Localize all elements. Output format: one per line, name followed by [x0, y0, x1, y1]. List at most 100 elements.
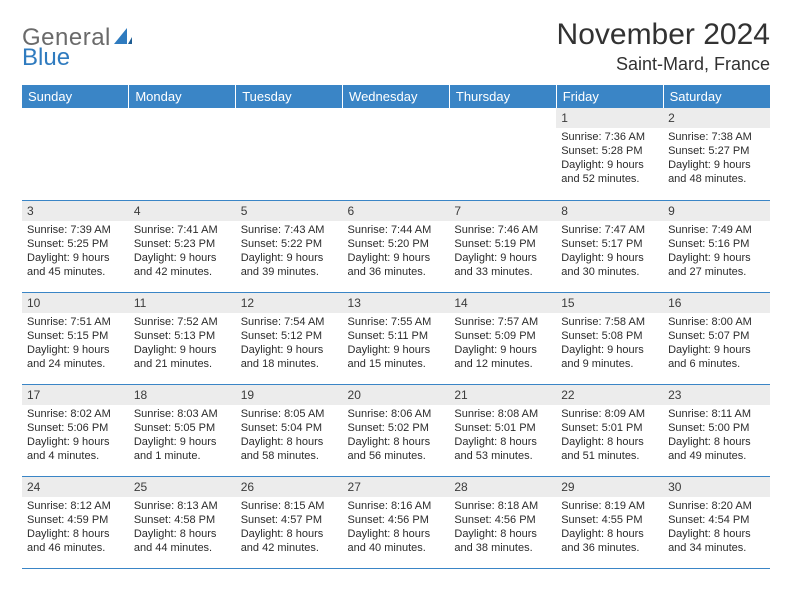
daylight-text: Daylight: 9 hours and 52 minutes. [561, 158, 658, 186]
day-number: 10 [22, 293, 129, 313]
sunrise-text: Sunrise: 8:13 AM [134, 499, 231, 513]
sunset-text: Sunset: 4:56 PM [348, 513, 445, 527]
day-details: Sunrise: 8:09 AMSunset: 5:01 PMDaylight:… [556, 405, 663, 463]
day-details: Sunrise: 8:02 AMSunset: 5:06 PMDaylight:… [22, 405, 129, 463]
sunrise-text: Sunrise: 7:39 AM [27, 223, 124, 237]
brand-part2: Blue [22, 44, 70, 72]
daylight-text: Daylight: 8 hours and 40 minutes. [348, 527, 445, 555]
calendar-cell: 30Sunrise: 8:20 AMSunset: 4:54 PMDayligh… [663, 476, 770, 568]
calendar-cell: 15Sunrise: 7:58 AMSunset: 5:08 PMDayligh… [556, 292, 663, 384]
sunrise-text: Sunrise: 7:36 AM [561, 130, 658, 144]
sunrise-text: Sunrise: 7:52 AM [134, 315, 231, 329]
daylight-text: Daylight: 9 hours and 24 minutes. [27, 343, 124, 371]
day-number: 13 [343, 293, 450, 313]
day-number: 27 [343, 477, 450, 497]
sunrise-text: Sunrise: 8:08 AM [454, 407, 551, 421]
sunset-text: Sunset: 5:28 PM [561, 144, 658, 158]
day-number: 22 [556, 385, 663, 405]
sail-icon [113, 24, 133, 52]
daylight-text: Daylight: 8 hours and 44 minutes. [134, 527, 231, 555]
sunrise-text: Sunrise: 7:49 AM [668, 223, 765, 237]
day-number: 20 [343, 385, 450, 405]
calendar-cell [236, 108, 343, 200]
daylight-text: Daylight: 9 hours and 15 minutes. [348, 343, 445, 371]
sunrise-text: Sunrise: 7:55 AM [348, 315, 445, 329]
calendar-cell: 8Sunrise: 7:47 AMSunset: 5:17 PMDaylight… [556, 200, 663, 292]
sunset-text: Sunset: 5:16 PM [668, 237, 765, 251]
day-details: Sunrise: 8:11 AMSunset: 5:00 PMDaylight:… [663, 405, 770, 463]
day-number: 25 [129, 477, 236, 497]
title-block: November 2024 Saint-Mard, France [557, 18, 770, 75]
calendar-cell: 10Sunrise: 7:51 AMSunset: 5:15 PMDayligh… [22, 292, 129, 384]
sunset-text: Sunset: 5:11 PM [348, 329, 445, 343]
calendar-cell: 18Sunrise: 8:03 AMSunset: 5:05 PMDayligh… [129, 384, 236, 476]
day-header: Saturday [663, 85, 770, 108]
daylight-text: Daylight: 9 hours and 1 minute. [134, 435, 231, 463]
day-number: 12 [236, 293, 343, 313]
sunrise-text: Sunrise: 8:02 AM [27, 407, 124, 421]
day-header: Sunday [22, 85, 129, 108]
day-details: Sunrise: 8:08 AMSunset: 5:01 PMDaylight:… [449, 405, 556, 463]
calendar-cell: 27Sunrise: 8:16 AMSunset: 4:56 PMDayligh… [343, 476, 450, 568]
calendar-row: 3Sunrise: 7:39 AMSunset: 5:25 PMDaylight… [22, 200, 770, 292]
day-details: Sunrise: 7:41 AMSunset: 5:23 PMDaylight:… [129, 221, 236, 279]
calendar-cell: 22Sunrise: 8:09 AMSunset: 5:01 PMDayligh… [556, 384, 663, 476]
calendar-cell: 26Sunrise: 8:15 AMSunset: 4:57 PMDayligh… [236, 476, 343, 568]
daylight-text: Daylight: 9 hours and 6 minutes. [668, 343, 765, 371]
daylight-text: Daylight: 9 hours and 27 minutes. [668, 251, 765, 279]
day-details: Sunrise: 8:19 AMSunset: 4:55 PMDaylight:… [556, 497, 663, 555]
day-details: Sunrise: 8:03 AMSunset: 5:05 PMDaylight:… [129, 405, 236, 463]
daylight-text: Daylight: 8 hours and 51 minutes. [561, 435, 658, 463]
day-header: Thursday [449, 85, 556, 108]
sunset-text: Sunset: 5:20 PM [348, 237, 445, 251]
day-number: 9 [663, 201, 770, 221]
day-number: 16 [663, 293, 770, 313]
day-details: Sunrise: 7:46 AMSunset: 5:19 PMDaylight:… [449, 221, 556, 279]
sunrise-text: Sunrise: 8:19 AM [561, 499, 658, 513]
sunrise-text: Sunrise: 7:44 AM [348, 223, 445, 237]
day-number: 3 [22, 201, 129, 221]
sunset-text: Sunset: 5:05 PM [134, 421, 231, 435]
sunset-text: Sunset: 5:23 PM [134, 237, 231, 251]
daylight-text: Daylight: 9 hours and 36 minutes. [348, 251, 445, 279]
daylight-text: Daylight: 9 hours and 33 minutes. [454, 251, 551, 279]
day-details: Sunrise: 7:51 AMSunset: 5:15 PMDaylight:… [22, 313, 129, 371]
day-number: 14 [449, 293, 556, 313]
location: Saint-Mard, France [557, 54, 770, 75]
calendar-cell [129, 108, 236, 200]
sunrise-text: Sunrise: 8:11 AM [668, 407, 765, 421]
sunrise-text: Sunrise: 7:47 AM [561, 223, 658, 237]
sunrise-text: Sunrise: 8:09 AM [561, 407, 658, 421]
daylight-text: Daylight: 9 hours and 39 minutes. [241, 251, 338, 279]
sunset-text: Sunset: 5:25 PM [27, 237, 124, 251]
day-details: Sunrise: 7:36 AMSunset: 5:28 PMDaylight:… [556, 128, 663, 186]
day-details: Sunrise: 7:43 AMSunset: 5:22 PMDaylight:… [236, 221, 343, 279]
day-number: 6 [343, 201, 450, 221]
calendar-cell: 20Sunrise: 8:06 AMSunset: 5:02 PMDayligh… [343, 384, 450, 476]
day-number: 1 [556, 108, 663, 128]
day-header: Tuesday [236, 85, 343, 108]
day-details: Sunrise: 7:38 AMSunset: 5:27 PMDaylight:… [663, 128, 770, 186]
daylight-text: Daylight: 8 hours and 46 minutes. [27, 527, 124, 555]
calendar-cell [343, 108, 450, 200]
daylight-text: Daylight: 8 hours and 53 minutes. [454, 435, 551, 463]
day-details: Sunrise: 7:57 AMSunset: 5:09 PMDaylight:… [449, 313, 556, 371]
day-header: Monday [129, 85, 236, 108]
sunrise-text: Sunrise: 8:12 AM [27, 499, 124, 513]
calendar-cell: 23Sunrise: 8:11 AMSunset: 5:00 PMDayligh… [663, 384, 770, 476]
calendar-cell: 3 Sunrise: 7:39 AMSunset: 5:25 PMDaylight… [22, 200, 129, 292]
day-details: Sunrise: 8:20 AMSunset: 4:54 PMDaylight:… [663, 497, 770, 555]
daylight-text: Daylight: 8 hours and 34 minutes. [668, 527, 765, 555]
day-details: Sunrise: 8:06 AMSunset: 5:02 PMDaylight:… [343, 405, 450, 463]
day-details: Sunrise: 8:18 AMSunset: 4:56 PMDaylight:… [449, 497, 556, 555]
day-details: Sunrise: 8:05 AMSunset: 5:04 PMDaylight:… [236, 405, 343, 463]
calendar-cell [22, 108, 129, 200]
day-number: 8 [556, 201, 663, 221]
calendar-row: 24Sunrise: 8:12 AMSunset: 4:59 PMDayligh… [22, 476, 770, 568]
sunrise-text: Sunrise: 7:57 AM [454, 315, 551, 329]
sunrise-text: Sunrise: 7:46 AM [454, 223, 551, 237]
sunset-text: Sunset: 5:04 PM [241, 421, 338, 435]
calendar-cell: 6 Sunrise: 7:44 AMSunset: 5:20 PMDaylight… [343, 200, 450, 292]
daylight-text: Daylight: 9 hours and 45 minutes. [27, 251, 124, 279]
daylight-text: Daylight: 9 hours and 12 minutes. [454, 343, 551, 371]
